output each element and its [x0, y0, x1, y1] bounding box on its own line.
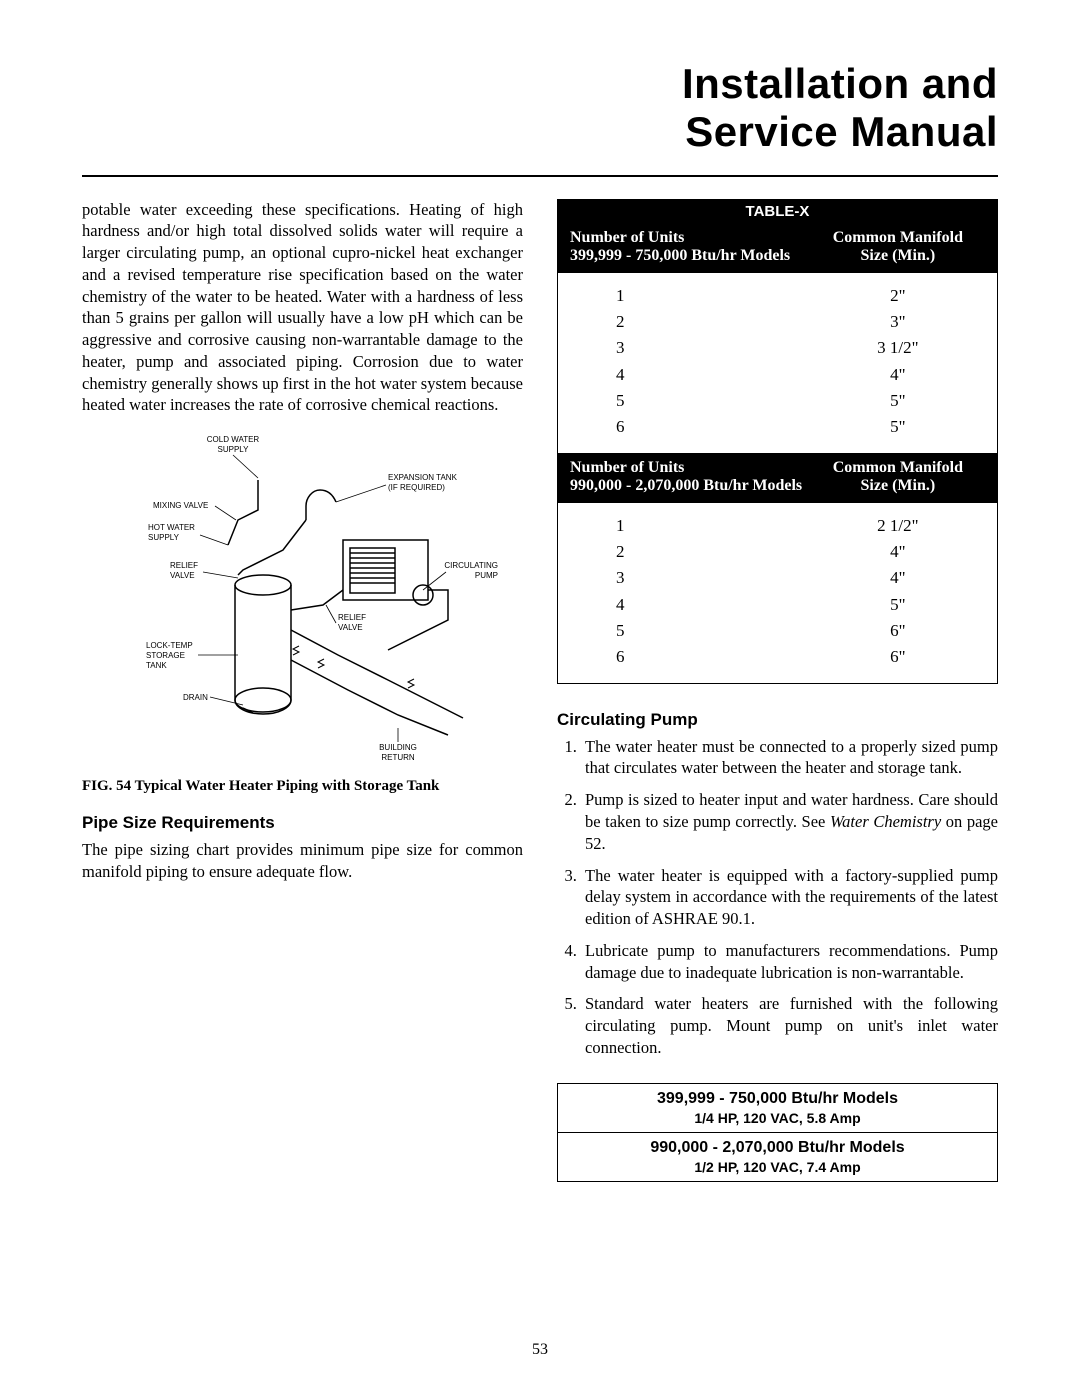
cell-size: 2 1/2": [811, 513, 985, 539]
spec-box-1-spec: 1/4 HP, 120 VAC, 5.8 Amp: [562, 1110, 993, 1126]
cell-size: 6": [811, 618, 985, 644]
cell-units: 6: [570, 414, 811, 440]
svg-text:VALVE: VALVE: [170, 571, 195, 580]
svg-text:MIXING VALVE: MIXING VALVE: [153, 501, 208, 510]
svg-text:RELIEF: RELIEF: [170, 561, 198, 570]
cell-units: 6: [570, 644, 811, 670]
svg-text:SUPPLY: SUPPLY: [217, 445, 249, 454]
table-row: 65": [570, 414, 985, 440]
title-line-2: Service Manual: [82, 108, 998, 156]
header-units-1: Number of Units 399,999 - 750,000 Btu/hr…: [570, 229, 811, 265]
table-row: 33 1/2": [570, 335, 985, 361]
cell-units: 2: [570, 309, 811, 335]
header-manifold-2: Common Manifold Size (Min.): [811, 459, 985, 495]
horizontal-rule: [82, 175, 998, 177]
table-row: 12": [570, 283, 985, 309]
cell-units: 4: [570, 362, 811, 388]
pump-list-item: Standard water heaters are furnished wit…: [581, 993, 998, 1058]
table-title: TABLE-X: [558, 200, 997, 223]
svg-text:EXPANSION TANK: EXPANSION TANK: [388, 473, 458, 482]
table-x: TABLE-X Number of Units 399,999 - 750,00…: [557, 199, 998, 684]
cell-units: 4: [570, 592, 811, 618]
table-rows-2: 12 1/2"24"34"45"56"66": [558, 503, 997, 683]
cell-units: 5: [570, 388, 811, 414]
table-row: 24": [570, 539, 985, 565]
document-title: Installation and Service Manual: [82, 60, 998, 157]
table-row: 44": [570, 362, 985, 388]
pipe-size-heading: Pipe Size Requirements: [82, 813, 523, 833]
pump-list-item: Pump is sized to heater input and water …: [581, 789, 998, 854]
svg-text:COLD WATER: COLD WATER: [206, 435, 259, 444]
cell-size: 3 1/2": [811, 335, 985, 361]
cell-size: 3": [811, 309, 985, 335]
table-row: 23": [570, 309, 985, 335]
two-column-layout: potable water exceeding these specificat…: [82, 199, 998, 1182]
svg-text:RETURN: RETURN: [381, 753, 415, 762]
cell-size: 4": [811, 539, 985, 565]
left-column: potable water exceeding these specificat…: [82, 199, 523, 1182]
table-row: 34": [570, 565, 985, 591]
intro-paragraph: potable water exceeding these specificat…: [82, 199, 523, 417]
circulating-pump-heading: Circulating Pump: [557, 710, 998, 730]
svg-text:BUILDING: BUILDING: [379, 743, 417, 752]
figure-54: COLD WATER SUPPLY EXPANSION TANK (IF REQ…: [82, 430, 523, 770]
cell-size: 5": [811, 414, 985, 440]
svg-text:TANK: TANK: [146, 661, 167, 670]
cell-units: 2: [570, 539, 811, 565]
table-header-section-2: Number of Units 990,000 - 2,070,000 Btu/…: [558, 453, 997, 503]
svg-text:STORAGE: STORAGE: [146, 651, 185, 660]
svg-text:RELIEF: RELIEF: [338, 613, 366, 622]
piping-diagram-svg: COLD WATER SUPPLY EXPANSION TANK (IF REQ…: [88, 430, 518, 770]
spec-boxes: 399,999 - 750,000 Btu/hr Models 1/4 HP, …: [557, 1083, 998, 1182]
header-manifold-1: Common Manifold Size (Min.): [811, 229, 985, 265]
spec-box-2-spec: 1/2 HP, 120 VAC, 7.4 Amp: [562, 1159, 993, 1175]
svg-text:HOT WATER: HOT WATER: [148, 523, 195, 532]
spec-box-1-models: 399,999 - 750,000 Btu/hr Models: [562, 1090, 993, 1108]
page-number: 53: [0, 1341, 1080, 1359]
cell-size: 4": [811, 362, 985, 388]
svg-text:DRAIN: DRAIN: [183, 693, 208, 702]
cell-size: 2": [811, 283, 985, 309]
header-units-2: Number of Units 990,000 - 2,070,000 Btu/…: [570, 459, 811, 495]
svg-text:(IF REQUIRED): (IF REQUIRED): [388, 483, 445, 492]
spec-box-1: 399,999 - 750,000 Btu/hr Models 1/4 HP, …: [557, 1083, 998, 1132]
pipe-size-paragraph: The pipe sizing chart provides minimum p…: [82, 839, 523, 883]
table-row: 45": [570, 592, 985, 618]
svg-text:CIRCULATING: CIRCULATING: [444, 561, 498, 570]
cell-units: 1: [570, 513, 811, 539]
table-row: 12 1/2": [570, 513, 985, 539]
svg-text:VALVE: VALVE: [338, 623, 363, 632]
right-column: TABLE-X Number of Units 399,999 - 750,00…: [557, 199, 998, 1182]
cell-units: 3: [570, 565, 811, 591]
title-line-1: Installation and: [82, 60, 998, 108]
svg-text:LOCK-TEMP: LOCK-TEMP: [146, 641, 193, 650]
table-row: 55": [570, 388, 985, 414]
figure-caption: FIG. 54 Typical Water Heater Piping with…: [82, 778, 523, 795]
table-row: 66": [570, 644, 985, 670]
table-rows-1: 12"23"33 1/2"44"55"65": [558, 273, 997, 453]
spec-box-2: 990,000 - 2,070,000 Btu/hr Models 1/2 HP…: [557, 1132, 998, 1181]
cell-units: 5: [570, 618, 811, 644]
pump-list-item: Lubricate pump to manufacturers recommen…: [581, 940, 998, 984]
cell-units: 1: [570, 283, 811, 309]
cell-size: 5": [811, 592, 985, 618]
cell-size: 5": [811, 388, 985, 414]
svg-text:SUPPLY: SUPPLY: [148, 533, 180, 542]
spec-box-2-models: 990,000 - 2,070,000 Btu/hr Models: [562, 1139, 993, 1157]
page-content: Installation and Service Manual potable …: [0, 0, 1080, 1222]
cell-size: 6": [811, 644, 985, 670]
pump-list-item: The water heater must be connected to a …: [581, 736, 998, 780]
table-header-section-1: Number of Units 399,999 - 750,000 Btu/hr…: [558, 223, 997, 273]
table-row: 56": [570, 618, 985, 644]
cell-units: 3: [570, 335, 811, 361]
svg-text:PUMP: PUMP: [474, 571, 497, 580]
pump-list: The water heater must be connected to a …: [557, 736, 998, 1059]
pump-list-item: The water heater is equipped with a fact…: [581, 865, 998, 930]
cell-size: 4": [811, 565, 985, 591]
